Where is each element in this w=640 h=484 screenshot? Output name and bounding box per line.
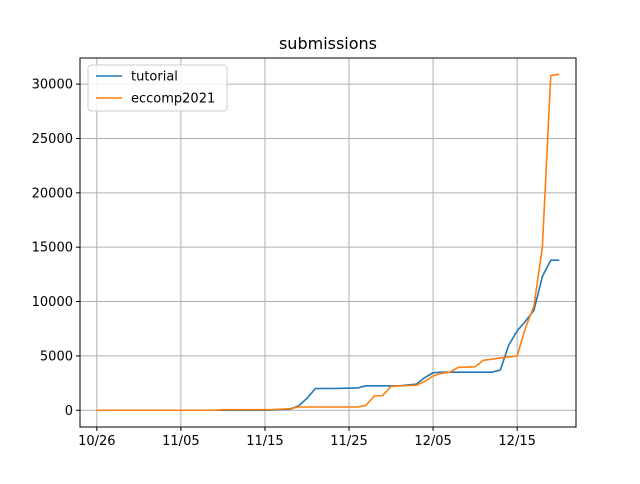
axis-ticks: 10/26 11/05 11/15 11/25 12/05 12/15 0 5000 10000… (32, 78, 536, 449)
x-tick-label: 10/26 (78, 434, 115, 449)
y-tick-label: 20000 (32, 186, 73, 201)
series-lines (96, 73, 560, 412)
x-tick-label: 12/15 (498, 434, 535, 449)
y-tick-label: 10000 (32, 295, 73, 310)
y-tick-label: 25000 (32, 132, 73, 147)
series-line-tutorial (96, 259, 560, 412)
x-tick-label: 11/05 (162, 434, 199, 449)
gridlines (80, 58, 576, 427)
y-tick-label: 15000 (32, 241, 73, 256)
legend-label-eccomp2021: eccomp2021 (131, 92, 215, 107)
legend-box (87, 64, 228, 112)
y-tick-label: 0 (65, 404, 73, 419)
x-tick-label: 12/05 (414, 434, 451, 449)
x-tick-label: 11/25 (330, 434, 367, 449)
chart-title: submissions (279, 34, 377, 53)
series-line-eccomp2021 (96, 73, 560, 412)
y-tick-label: 30000 (32, 78, 73, 93)
legend-label-tutorial: tutorial (131, 70, 178, 85)
x-tick-label: 11/15 (246, 434, 283, 449)
legend: tutorial eccomp2021 (87, 64, 228, 112)
y-tick-label: 5000 (40, 349, 73, 364)
plot-frame (79, 57, 577, 428)
